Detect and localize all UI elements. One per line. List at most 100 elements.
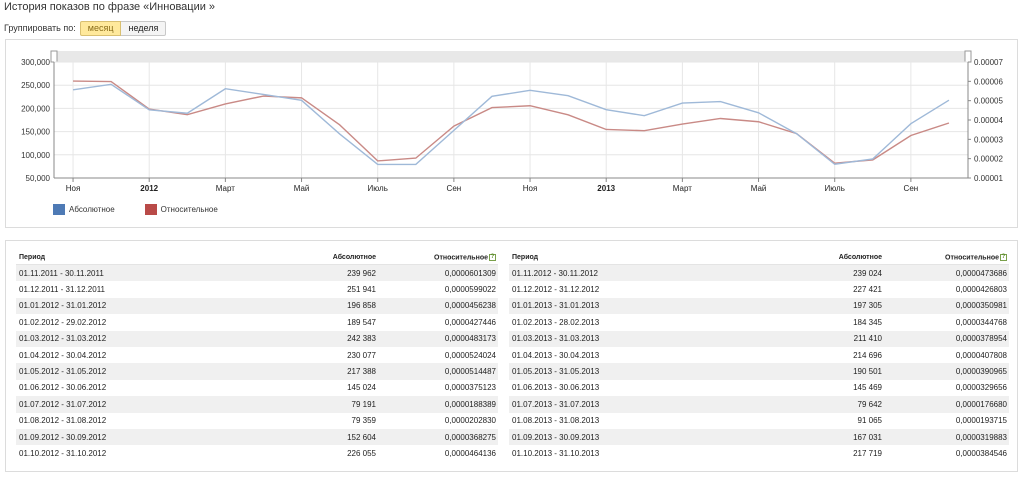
header-relative-label: Относительное <box>945 254 999 262</box>
table-row: 01.09.2013 - 30.09.2013 167 031 0,00003198… <box>509 428 1009 446</box>
period-cell: 01.02.2013 - 28.02.2013 <box>512 317 600 327</box>
relative-cell: 0,0000344768 <box>955 317 1007 327</box>
table-row: 01.12.2011 - 31.12.2011 251 941 0,00005990… <box>16 281 498 297</box>
relative-cell: 0,0000524024 <box>444 350 496 360</box>
range-handle-left <box>50 50 58 63</box>
stats-table-panel: Период Абсолютное Относительное? 01.11.2… <box>5 240 1018 472</box>
period-cell: 01.03.2012 - 31.03.2012 <box>19 334 107 344</box>
absolute-cell: 251 941 <box>347 285 376 295</box>
y-right-tick-label: 0.00006 <box>974 77 1003 86</box>
absolute-cell: 145 469 <box>853 383 882 393</box>
relative-cell: 0,0000384546 <box>955 448 1007 458</box>
group-by-week-button[interactable]: неделя <box>121 20 167 36</box>
relative-cell: 0,0000473686 <box>955 268 1007 278</box>
range-navigator <box>54 51 968 62</box>
relative-cell: 0,0000390965 <box>955 367 1007 377</box>
period-cell: 01.05.2012 - 31.05.2012 <box>19 367 107 377</box>
relative-cell: 0,0000456238 <box>444 301 496 311</box>
absolute-cell: 79 359 <box>351 416 376 426</box>
relative-cell: 0,0000176680 <box>955 399 1007 409</box>
relative-cell: 0,0000368275 <box>444 432 496 442</box>
absolute-cell: 91 065 <box>857 416 882 426</box>
header-relative-label: Относительное <box>434 254 488 262</box>
period-cell: 01.01.2012 - 31.01.2012 <box>19 301 107 311</box>
period-cell: 01.11.2011 - 30.11.2011 <box>19 268 104 278</box>
header-period: Период <box>19 254 46 261</box>
table-row: 01.10.2013 - 31.10.2013 217 719 0,00003845… <box>509 445 1009 461</box>
y-left-tick-label: 100,000 <box>21 151 50 160</box>
y-left-tick-label: 50,000 <box>26 174 51 183</box>
x-tick-label: Май <box>751 184 767 193</box>
legend-item-absolute[interactable]: Абсолютное <box>53 204 115 215</box>
absolute-cell: 217 719 <box>853 448 882 458</box>
group-by-month-button[interactable]: месяц <box>79 20 122 36</box>
relative-cell: 0,0000514487 <box>444 367 496 377</box>
table-body: 01.11.2011 - 30.11.2011 239 962 0,00006013… <box>16 265 498 462</box>
period-cell: 01.04.2013 - 30.04.2013 <box>512 350 600 360</box>
range-handle-right <box>964 50 972 63</box>
y-right-tick-label: 0.00004 <box>974 116 1003 125</box>
help-icon[interactable]: ? <box>489 253 496 261</box>
absolute-cell: 196 858 <box>347 301 376 311</box>
table-row: 01.10.2012 - 31.10.2012 226 055 0,00004641… <box>16 445 498 461</box>
period-cell: 01.08.2012 - 31.08.2012 <box>19 416 107 426</box>
table-row: 01.03.2012 - 31.03.2012 242 383 0,00004831… <box>16 330 498 347</box>
x-tick-label: Июль <box>367 184 387 193</box>
table-row: 01.08.2013 - 31.08.2013 91 065 0,000019371… <box>509 413 1009 429</box>
legend-item-relative[interactable]: Относительное <box>144 204 218 215</box>
relative-cell: 0,0000375123 <box>444 383 496 393</box>
legend-label-absolute: Абсолютное <box>69 205 115 214</box>
header-relative: Относительное? <box>882 253 1007 262</box>
table-row: 01.12.2012 - 31.12.2012 227 421 0,00004268… <box>509 281 1009 297</box>
period-cell: 01.09.2013 - 30.09.2013 <box>512 432 600 442</box>
absolute-cell: 239 962 <box>347 268 376 278</box>
period-cell: 01.03.2013 - 31.03.2013 <box>512 334 600 344</box>
help-icon[interactable]: ? <box>1000 253 1007 261</box>
x-tick-label: Сен <box>447 184 462 193</box>
period-cell: 01.01.2013 - 31.01.2013 <box>512 301 600 311</box>
period-cell: 01.10.2012 - 31.10.2012 <box>19 448 107 458</box>
relative-cell: 0,0000193715 <box>955 416 1007 426</box>
period-cell: 01.06.2013 - 30.06.2013 <box>512 383 600 393</box>
relative-cell: 0,0000329656 <box>955 383 1007 393</box>
absolute-cell: 152 604 <box>347 432 376 442</box>
relative-cell: 0,0000599022 <box>444 285 496 295</box>
relative-cell: 0,0000483173 <box>444 334 496 344</box>
table-row: 01.02.2012 - 29.02.2012 189 547 0,00004274… <box>16 314 498 330</box>
absolute-cell: 227 421 <box>853 285 882 295</box>
table-row: 01.05.2012 - 31.05.2012 217 388 0,00005144… <box>16 363 498 380</box>
page-title: История показов по фразе «Инновации » <box>4 1 216 13</box>
y-left-tick-label: 200,000 <box>21 104 50 113</box>
absolute-cell: 239 024 <box>853 268 882 278</box>
y-left-tick-label: 250,000 <box>21 81 50 90</box>
table-row: 01.03.2013 - 31.03.2013 211 410 0,00003789… <box>509 330 1009 347</box>
table-row: 01.07.2012 - 31.07.2012 79 191 0,000018838… <box>16 396 498 413</box>
absolute-cell: 230 077 <box>347 350 376 360</box>
header-relative: Относительное? <box>376 253 496 262</box>
grouping-control: Группировать по: месяц неделя <box>4 20 167 36</box>
table-row: 01.09.2012 - 30.09.2012 152 604 0,00003682… <box>16 428 498 446</box>
y-right-tick-label: 0.00005 <box>974 97 1003 106</box>
period-cell: 01.12.2012 - 31.12.2012 <box>512 285 600 295</box>
relative-cell: 0,0000427446 <box>444 317 496 327</box>
relative-cell: 0,0000407808 <box>955 350 1007 360</box>
table-row: 01.07.2013 - 31.07.2013 79 642 0,000017668… <box>509 396 1009 413</box>
x-tick-label: 2012 <box>140 184 158 193</box>
period-cell: 01.09.2012 - 30.09.2012 <box>19 432 107 442</box>
stats-table-left: Период Абсолютное Относительное? 01.11.2… <box>16 251 498 462</box>
x-tick-label: Июль <box>824 184 844 193</box>
table-body: 01.11.2012 - 30.11.2012 239 024 0,00004736… <box>509 265 1009 462</box>
absolute-cell: 79 642 <box>857 399 882 409</box>
history-chart: 300,000 250,000 200,000 150,000 100,000 50,00… <box>21 50 1003 193</box>
chart-legend: Абсолютное Относительное <box>53 204 248 215</box>
absolute-cell: 189 547 <box>347 317 376 327</box>
relative-cell: 0,0000601309 <box>444 268 496 278</box>
absolute-cell: 226 055 <box>347 448 376 458</box>
grouping-label: Группировать по: <box>4 23 76 33</box>
x-tick-label: Ноя <box>66 184 81 193</box>
absolute-cell: 79 191 <box>351 399 376 409</box>
period-cell: 01.02.2012 - 29.02.2012 <box>19 317 107 327</box>
period-cell: 01.07.2013 - 31.07.2013 <box>512 399 600 409</box>
absolute-cell: 145 024 <box>347 383 376 393</box>
y-left-tick-label: 150,000 <box>21 128 50 137</box>
